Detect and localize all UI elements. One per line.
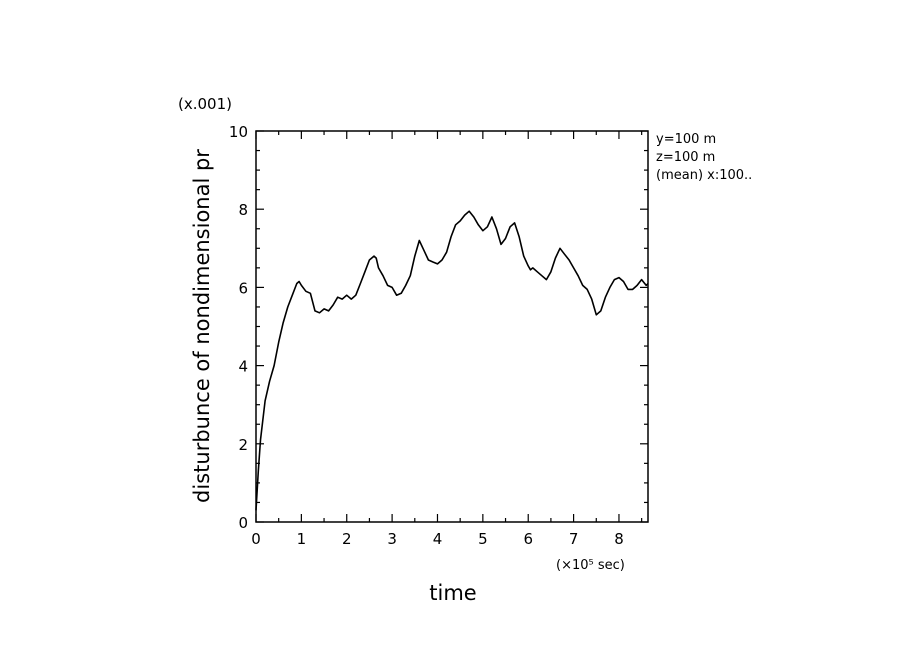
- series-line: [255, 210, 649, 511]
- x-tick-label: 0: [251, 530, 261, 548]
- y-tick-label: 10: [229, 123, 248, 141]
- annotation-mean: (mean) x:100..: [656, 168, 752, 183]
- x-tick-label: 1: [297, 530, 307, 548]
- y-tick-label: 4: [238, 358, 248, 376]
- y-tick-label: 0: [238, 514, 248, 532]
- y-tick-label: 6: [238, 279, 248, 297]
- x-axis-title: time: [429, 581, 476, 605]
- x-tick-label: 7: [569, 530, 579, 548]
- x-tick-label: 2: [342, 530, 352, 548]
- x-tick-label: 4: [433, 530, 443, 548]
- y-tick-label: 2: [238, 436, 248, 454]
- x-tick-label: 5: [478, 530, 488, 548]
- axis-ticks: [255, 130, 648, 523]
- annotation-z: z=100 m: [656, 150, 715, 165]
- tick-labels: 0 1 2 3 4 5 6 7 8 0 2 4 6 8 10: [229, 123, 624, 548]
- x-scale-note: (×10⁵ sec): [556, 558, 625, 573]
- x-tick-label: 6: [523, 530, 533, 548]
- x-tick-label: 8: [614, 530, 624, 548]
- y-tick-label: 8: [238, 201, 248, 219]
- annotation-y: y=100 m: [656, 132, 716, 147]
- y-scale-note: (x.001): [178, 95, 232, 113]
- y-axis-title: disturbunce of nondimensional pr: [190, 149, 214, 503]
- x-tick-label: 3: [387, 530, 397, 548]
- plot-frame: [255, 130, 649, 523]
